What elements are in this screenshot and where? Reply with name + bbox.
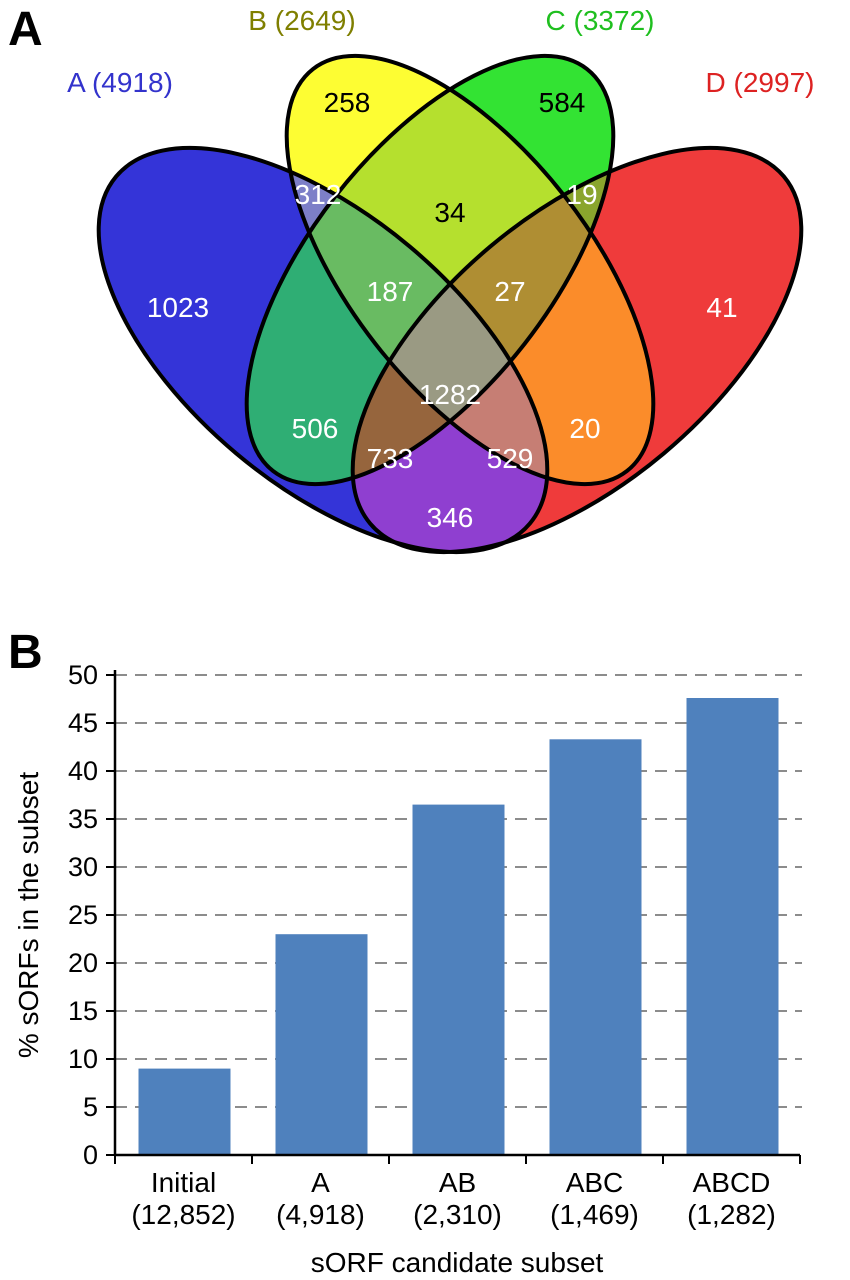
panel-a-label: A [8,3,43,56]
bar-abc [549,739,642,1155]
venn-count-ad: 346 [427,502,474,533]
xtick-abc-line1: ABC [566,1167,624,1198]
xtick-initial-line1: Initial [151,1167,216,1198]
xtick-abcd-line2: (1,282) [687,1199,776,1230]
venn-count-abc: 187 [367,276,414,307]
xtick-abc-line2: (1,469) [550,1199,639,1230]
venn-count-acd: 733 [367,443,414,474]
venn-count-a-only: 1023 [147,292,209,323]
bar-chart-panel: 0 5 10 15 20 25 30 35 40 45 50 Initial (… [8,626,802,1278]
set-label-c: C (3372) [546,5,655,36]
venn-outline-d [350,145,804,555]
bar-abcd [686,698,779,1155]
venn-count-cd: 19 [566,179,597,210]
set-label-a: A (4918) [67,67,173,98]
xtick-ab-line1: AB [439,1167,476,1198]
bar-ab [412,804,505,1155]
bar-a [275,934,368,1155]
ytick-45: 45 [68,708,98,738]
ytick-40: 40 [68,756,98,786]
ytick-30: 30 [68,852,98,882]
venn-outlines [96,53,804,555]
xtick-initial-line2: (12,852) [131,1199,235,1230]
venn-count-bd: 20 [569,413,600,444]
bar-initial [138,1068,231,1155]
set-label-b: B (2649) [248,5,355,36]
venn-count-abd: 529 [487,443,534,474]
venn-panel: A (4918) B (2649) C (3372) D (2997) 1023… [8,3,815,555]
ytick-50: 50 [68,660,98,690]
y-axis-title: % sORFs in the subset [13,772,44,1059]
y-ticks [106,674,115,1156]
ytick-10: 10 [68,1044,98,1074]
x-axis-title: sORF candidate subset [311,1247,604,1278]
venn-count-abcd: 1282 [419,379,481,410]
bars [138,698,779,1155]
xtick-a-line2: (4,918) [276,1199,365,1230]
ytick-35: 35 [68,804,98,834]
panel-b-label: B [8,626,43,679]
venn-count-b-only: 258 [324,87,371,118]
x-ticks [114,1155,801,1164]
xtick-abcd-line1: ABCD [693,1167,771,1198]
ytick-25: 25 [68,900,98,930]
ytick-5: 5 [83,1092,98,1122]
xtick-ab-line2: (2,310) [413,1199,502,1230]
ytick-15: 15 [68,996,98,1026]
venn-count-d-only: 41 [706,292,737,323]
venn-count-c-only: 584 [539,87,586,118]
xtick-a-line1: A [311,1167,330,1198]
venn-count-ab: 312 [295,179,342,210]
venn-count-ac: 506 [292,413,339,444]
ytick-20: 20 [68,948,98,978]
venn-count-bcd: 27 [494,276,525,307]
venn-outline-c [244,53,616,487]
venn-count-bc: 34 [434,197,465,228]
venn-outline-a [96,145,550,555]
ytick-0: 0 [83,1140,98,1170]
set-label-d: D (2997) [706,67,815,98]
